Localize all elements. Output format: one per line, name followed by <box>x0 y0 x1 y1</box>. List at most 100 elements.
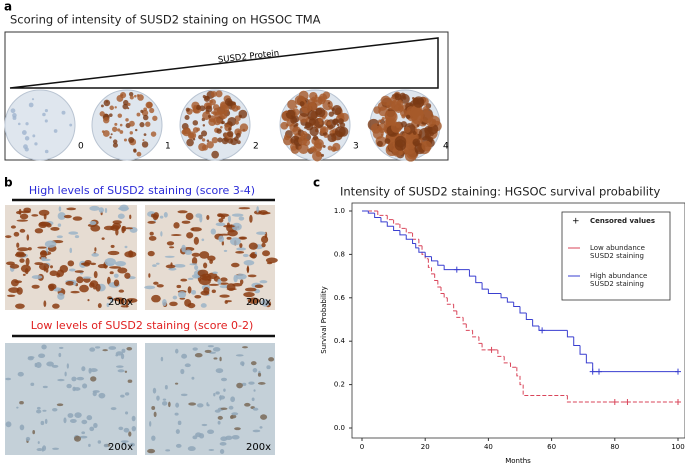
tissue-spot <box>103 443 109 448</box>
stain-spot <box>202 124 206 127</box>
tissue-spot <box>113 297 125 302</box>
tissue-spot <box>74 435 82 442</box>
stain-spot <box>329 106 333 110</box>
survival-step <box>585 354 593 364</box>
stain-spot <box>206 141 214 149</box>
tissue-spot <box>51 364 59 368</box>
stain-spot <box>332 130 336 134</box>
histology-image <box>5 343 137 455</box>
stain-spot <box>398 149 404 155</box>
tissue-spot <box>231 412 239 416</box>
tissue-spot <box>86 415 93 421</box>
stain-spot <box>127 102 131 106</box>
tissue-spot <box>128 250 134 258</box>
stain-spot <box>315 107 326 118</box>
tissue-spot <box>46 361 54 367</box>
tissue-spot <box>159 215 164 219</box>
tissue-spot <box>44 418 48 425</box>
stain-spot <box>128 91 134 97</box>
stain-spot <box>200 130 208 137</box>
tissue-spot <box>90 376 97 382</box>
survival-step <box>405 228 413 234</box>
survival-step <box>579 345 587 355</box>
stain-spot <box>235 120 239 125</box>
stain-spot <box>134 94 137 98</box>
tissue-spot <box>177 291 187 299</box>
tissue-spot <box>92 390 100 393</box>
stain-spot <box>217 137 223 143</box>
stain-spot <box>332 148 336 152</box>
stain-spot <box>328 111 334 117</box>
tissue-spot <box>16 242 20 248</box>
tissue-spot <box>68 231 79 235</box>
stain-spot <box>231 104 239 112</box>
tissue-spot <box>16 219 29 222</box>
tissue-spot <box>37 246 47 249</box>
tissue-spot <box>35 362 42 369</box>
tissue-spot <box>81 419 88 425</box>
tissue-spot <box>193 236 199 245</box>
survival-step <box>399 224 407 229</box>
stain-spot <box>416 98 424 105</box>
tissue-spot <box>165 264 176 269</box>
stain-spot <box>114 122 118 126</box>
score-label: 1 <box>165 142 171 152</box>
tissue-spot <box>36 406 41 410</box>
tissue-spot <box>42 409 47 412</box>
stain-spot <box>239 123 249 132</box>
tissue-spot <box>256 206 259 213</box>
tissue-spot <box>260 414 268 420</box>
stain-spot <box>421 140 432 152</box>
tissue-spot <box>211 289 216 294</box>
tissue-spot <box>153 281 159 285</box>
y-tick-label: 0.2 <box>334 381 345 389</box>
stain-spot <box>184 114 190 121</box>
tissue-spot <box>231 222 242 231</box>
tissue-spot <box>69 418 77 424</box>
tissue-spot <box>226 236 232 240</box>
stain-spot <box>210 91 217 98</box>
stain-spot <box>143 107 148 112</box>
tissue-spot <box>247 297 260 304</box>
tissue-spot <box>63 417 67 424</box>
tissue-spot <box>74 270 84 273</box>
tissue-spot <box>217 415 223 420</box>
stain-spot <box>28 102 34 108</box>
tissue-spot <box>19 424 25 431</box>
tissue-spot <box>88 443 91 448</box>
stain-spot <box>295 122 299 126</box>
tissue-spot <box>74 412 82 418</box>
tissue-spot <box>218 213 230 217</box>
tissue-spot <box>249 214 253 223</box>
tissue-spot <box>180 393 188 397</box>
stain-spot <box>140 109 144 113</box>
plot-frame <box>351 202 685 439</box>
stain-spot <box>129 131 133 135</box>
stain-spot <box>142 139 145 142</box>
tissue-spot <box>89 205 100 211</box>
tissue-spot <box>252 407 259 411</box>
tissue-spot <box>124 272 131 279</box>
tissue-spot <box>199 251 210 259</box>
tissue-spot <box>97 303 102 309</box>
tissue-spot <box>112 222 122 230</box>
tissue-spot <box>257 382 266 385</box>
tissue-spot <box>151 405 156 410</box>
tissue-spot <box>187 277 194 280</box>
tissue-spot <box>129 214 132 220</box>
tissue-spot <box>238 236 248 240</box>
tissue-spot <box>63 214 72 219</box>
tissue-spot <box>52 303 60 309</box>
tissue-spot <box>212 271 218 274</box>
stain-spot <box>418 127 432 141</box>
stain-spot <box>412 138 421 147</box>
tissue-spot <box>221 241 225 246</box>
stain-spot <box>337 118 344 125</box>
stain-spot <box>119 123 123 127</box>
tissue-spot <box>243 291 255 298</box>
stain-spot <box>385 136 389 139</box>
tissue-spot <box>164 255 175 258</box>
stain-spot <box>311 96 317 103</box>
tissue-spot <box>162 299 167 307</box>
tissue-spot <box>197 269 209 277</box>
